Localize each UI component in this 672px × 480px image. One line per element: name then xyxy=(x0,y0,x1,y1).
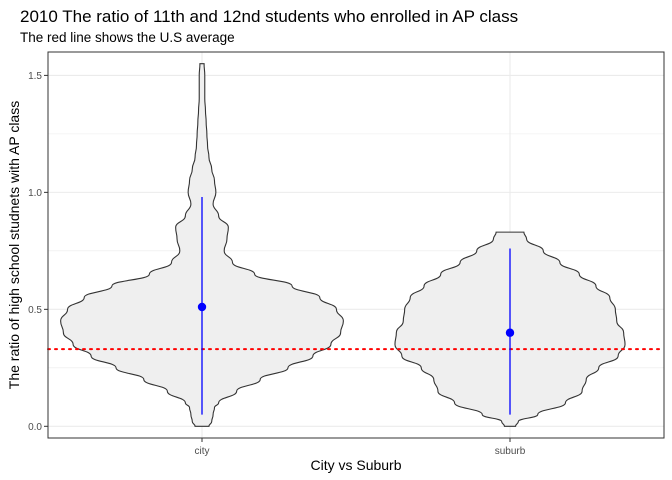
plot-panel xyxy=(47,51,665,439)
mean-point-suburb xyxy=(505,328,515,337)
range-layer xyxy=(197,197,515,415)
x-axis: city suburb xyxy=(195,438,526,457)
chart-title: 2010 The ratio of 11th and 12nd students… xyxy=(20,7,518,26)
chart-subtitle: The red line shows the U.S average xyxy=(20,30,235,45)
x-axis-title: City vs Suburb xyxy=(310,457,401,473)
y-tick-label: 0.5 xyxy=(28,305,42,316)
y-axis-title: The ratio of high school studnets with A… xyxy=(6,101,22,389)
x-tick-label-suburb: suburb xyxy=(495,446,526,457)
y-axis: 0.0 0.5 1.0 1.5 xyxy=(28,71,48,433)
panel-border xyxy=(47,51,665,439)
y-tick-label: 0.0 xyxy=(28,422,42,433)
x-tick-label-city: city xyxy=(195,446,210,457)
y-tick-label: 1.0 xyxy=(28,188,42,199)
mean-point-city xyxy=(197,302,207,312)
y-tick-label: 1.5 xyxy=(28,71,42,82)
